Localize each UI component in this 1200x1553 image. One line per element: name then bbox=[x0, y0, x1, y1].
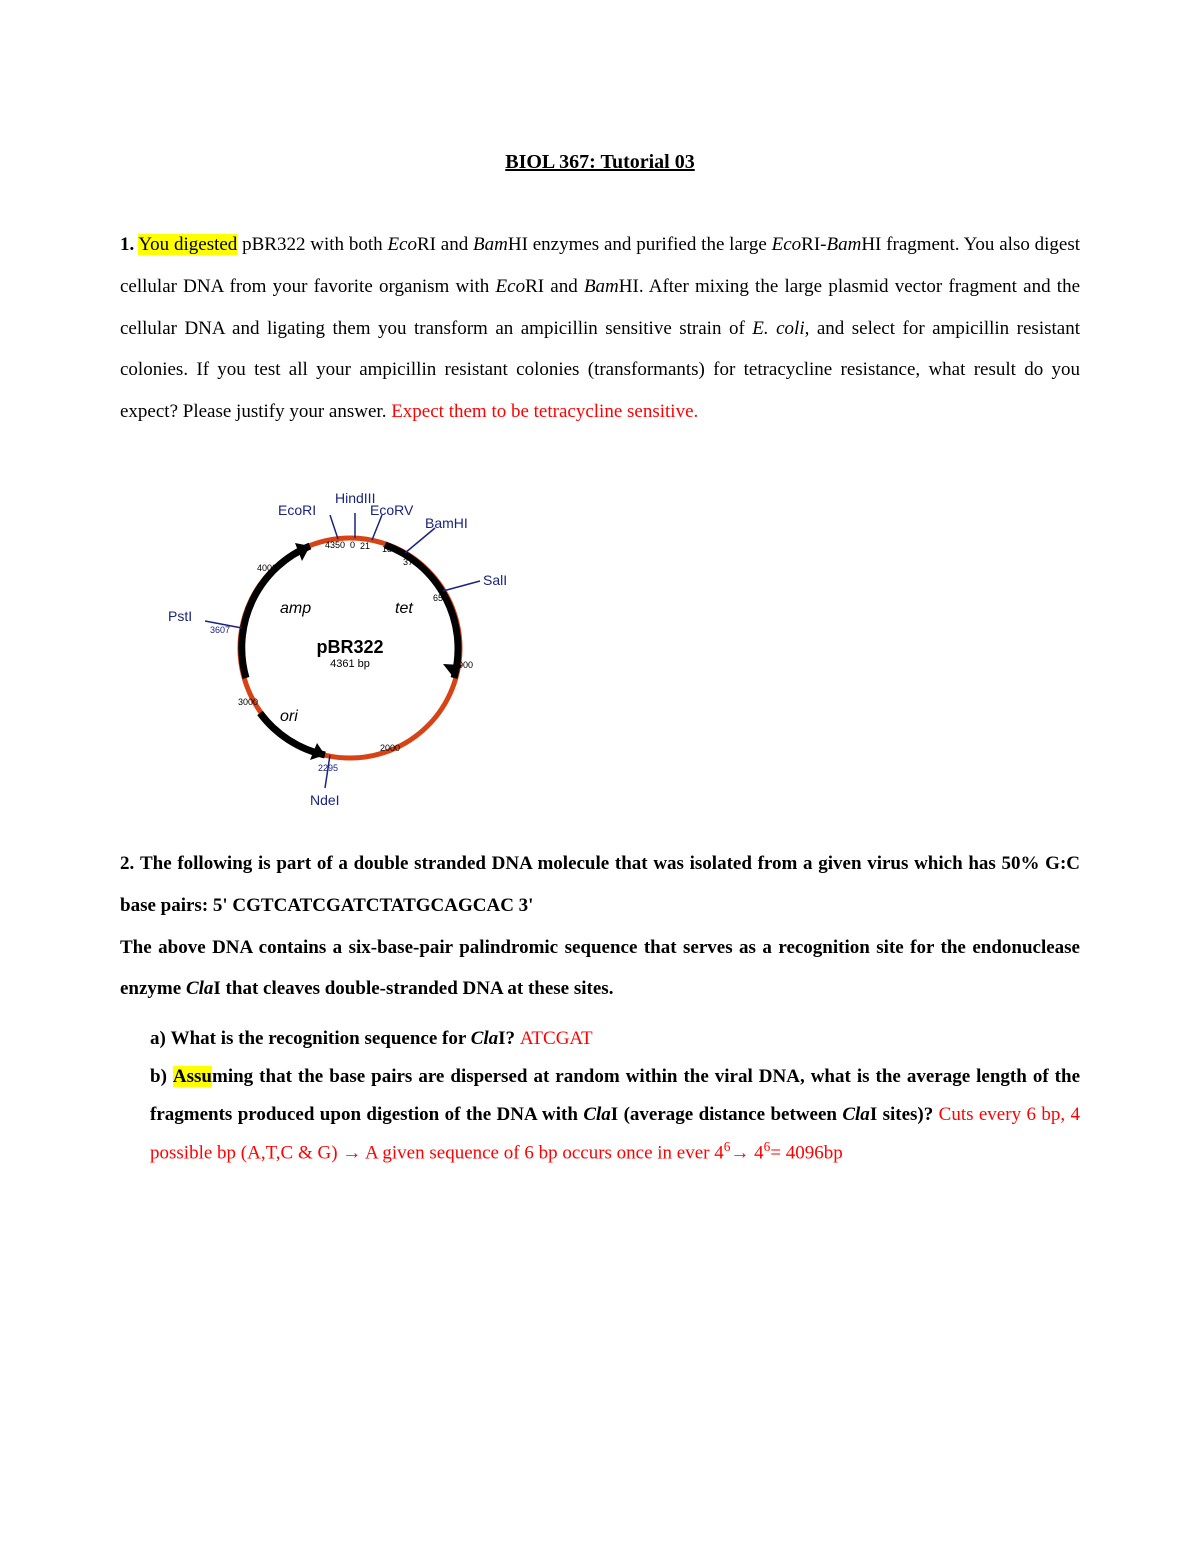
ecorv-label: EcoRV bbox=[370, 502, 414, 518]
pos21: 21 bbox=[360, 541, 370, 551]
q2b-label: b) bbox=[150, 1066, 167, 1087]
pos375: 375 bbox=[403, 557, 418, 567]
tet-gene: tet bbox=[395, 600, 413, 617]
ri2-text: RI- bbox=[801, 234, 826, 255]
pos2295: 2295 bbox=[318, 763, 338, 773]
q2b-arrow2: → bbox=[730, 1143, 749, 1164]
eco3-italic: Eco bbox=[496, 276, 526, 297]
ori-gene: ori bbox=[280, 708, 298, 725]
q1-text: pBR322 with both bbox=[237, 234, 387, 255]
q2a-text1: What is the recognition sequence for bbox=[171, 1028, 471, 1049]
ri-text: RI and bbox=[417, 234, 473, 255]
plasmid-name: pBR322 bbox=[316, 637, 383, 657]
q2b-text2: I (average distance between bbox=[611, 1104, 843, 1125]
eco2-italic: Eco bbox=[772, 234, 802, 255]
q2-a: a) What is the recognition sequence for … bbox=[150, 1020, 1080, 1058]
q2a-answer: ATCGAT bbox=[520, 1028, 593, 1049]
plasmid-diagram: HindIII EcoRI EcoRV BamHI SalI NdeI PstI… bbox=[150, 453, 1080, 813]
q2b-cla2: Cla bbox=[842, 1104, 869, 1125]
q2-line1: The following is part of a double strand… bbox=[120, 853, 1080, 916]
question-1: 1. You digested pBR322 with both EcoRI a… bbox=[120, 224, 1080, 433]
q2-line2b: I that cleaves double-stranded DNA at th… bbox=[213, 978, 613, 999]
bam-italic: Bam bbox=[473, 234, 508, 255]
ecori-label: EcoRI bbox=[278, 502, 316, 518]
q2b-cla: Cla bbox=[583, 1104, 610, 1125]
ri3-text: RI and bbox=[525, 276, 584, 297]
pos0: 0 bbox=[350, 540, 355, 550]
q2a-cla: Cla bbox=[471, 1028, 498, 1049]
pos4350: 4350 bbox=[325, 540, 345, 550]
q1-highlight: You digested bbox=[138, 234, 237, 255]
q2b-ans4: = 4096bp bbox=[770, 1143, 842, 1164]
q1-answer: Expect them to be tetracycline sensitive… bbox=[391, 401, 698, 422]
psti-label: PstI bbox=[168, 608, 192, 624]
ecoli-italic: E. coli bbox=[752, 318, 804, 339]
q2b-ans3: 4 bbox=[749, 1143, 763, 1164]
bam2-italic: Bam bbox=[827, 234, 862, 255]
q2a-label: a) bbox=[150, 1028, 166, 1049]
pos3000: 3000 bbox=[238, 697, 258, 707]
q2-number: 2. bbox=[120, 853, 134, 874]
pos651: 651 bbox=[433, 593, 448, 603]
q2a-text2: I? bbox=[498, 1028, 520, 1049]
question-2: 2. The following is part of a double str… bbox=[120, 843, 1080, 1173]
q2b-text3: I sites)? bbox=[870, 1104, 939, 1125]
pos2000: 2000 bbox=[380, 743, 400, 753]
bam3-italic: Bam bbox=[584, 276, 619, 297]
q2b-arrow: → bbox=[342, 1143, 361, 1164]
plasmid-size: 4361 bp bbox=[330, 658, 370, 670]
q2b-ans2: A given sequence of 6 bp occurs once in … bbox=[361, 1143, 723, 1164]
pos186: 186 bbox=[382, 544, 397, 554]
q1-number: 1. bbox=[120, 234, 134, 255]
pos4000: 4000 bbox=[257, 563, 277, 573]
bamhi-label: BamHI bbox=[425, 515, 468, 531]
eco-italic: Eco bbox=[387, 234, 417, 255]
pos1000: 1000 bbox=[453, 660, 473, 670]
q2-cla: Cla bbox=[186, 978, 213, 999]
pos3607: 3607 bbox=[210, 625, 230, 635]
amp-gene: amp bbox=[280, 600, 311, 617]
sali-label: SalI bbox=[483, 572, 507, 588]
ndei-label: NdeI bbox=[310, 792, 340, 808]
hi-text: HI enzymes and purified the large bbox=[508, 234, 772, 255]
q2-b: b) Assuming that the base pairs are disp… bbox=[150, 1058, 1080, 1172]
q2b-highlight: Assu bbox=[173, 1066, 212, 1087]
page-title: BIOL 367: Tutorial 03 bbox=[120, 140, 1080, 184]
